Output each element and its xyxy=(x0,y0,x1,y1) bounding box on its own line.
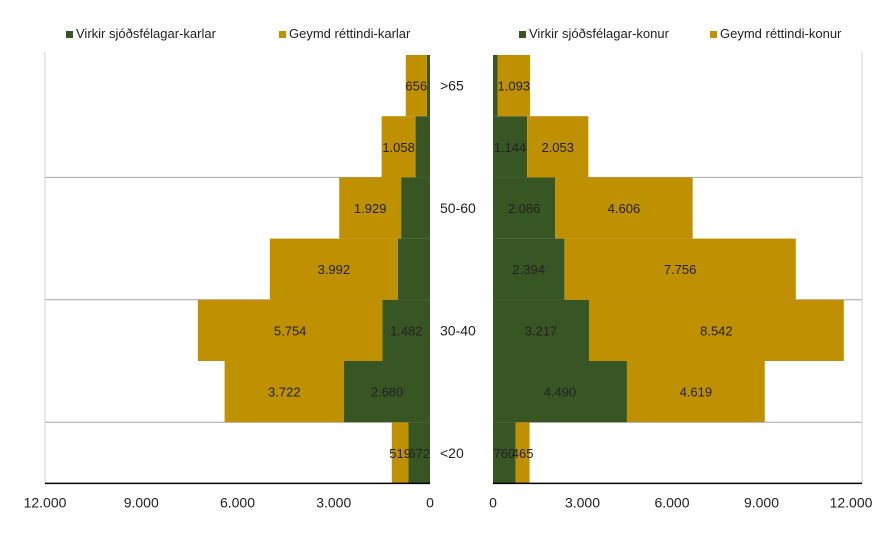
left-bar-deferred-60-65 xyxy=(381,116,416,178)
age-group-label: 50-60 xyxy=(440,200,476,216)
legend-label: Geymd réttindi-konur xyxy=(720,26,842,41)
right-label-deferred-<20: 465 xyxy=(512,446,534,461)
left-bar-active->65 xyxy=(426,55,430,117)
right-x-tick-label: 0 xyxy=(489,494,497,510)
legend-swatch xyxy=(519,31,526,38)
right-label-deferred-20-30: 4.619 xyxy=(680,385,713,400)
left-label-deferred-40-50: 3.992 xyxy=(318,262,351,277)
right-bar-deferred->65 xyxy=(497,55,531,117)
age-group-label: <20 xyxy=(440,445,464,461)
right-bar-active-30-40 xyxy=(493,299,589,361)
right-label-deferred->65: 1.093 xyxy=(498,79,531,94)
right-label-active-30-40: 3.217 xyxy=(525,323,558,338)
legend-label: Geymd réttindi-karlar xyxy=(289,26,411,41)
right-bar-deferred-50-60 xyxy=(555,177,693,239)
legend: Virkir sjóðsfélagar-karlar Geymd réttindi… xyxy=(66,26,842,41)
right-label-active-<20: 760 xyxy=(493,446,515,461)
right-bar-active-50-60 xyxy=(493,177,556,239)
left-label-active-30-40: 1.482 xyxy=(390,323,423,338)
right-bar-deferred-30-40 xyxy=(588,299,844,361)
right-bar-deferred-<20 xyxy=(515,422,530,484)
right-x-tick-label: 12.000 xyxy=(830,494,873,510)
right-x-tick-label: 6.000 xyxy=(654,494,689,510)
left-x-tick-label: 9.000 xyxy=(124,494,159,510)
left-label-deferred-30-40: 5.754 xyxy=(274,323,307,338)
age-group-label: >65 xyxy=(440,78,464,94)
right-x-tick-label: 9.000 xyxy=(744,494,779,510)
right-label-active-50-60: 2.086 xyxy=(508,201,541,216)
right-label-deferred-50-60: 4.606 xyxy=(608,201,641,216)
age-group-label: 30-40 xyxy=(440,322,476,338)
right-bar-deferred-20-30 xyxy=(626,361,765,423)
left-label-active-<20: 672 xyxy=(408,446,430,461)
left-x-tick-label: 0 xyxy=(426,494,434,510)
left-x-tick-label: 3.000 xyxy=(316,494,351,510)
left-bar-active-60-65 xyxy=(415,116,430,178)
left-bar-deferred-50-60 xyxy=(339,177,402,239)
left-bar-active-30-40 xyxy=(382,299,430,361)
legend-swatch xyxy=(710,31,717,38)
legend-swatch xyxy=(279,31,286,38)
left-bar-deferred->65 xyxy=(405,55,427,117)
left-label-deferred-50-60: 1.929 xyxy=(354,201,387,216)
left-bar-active-20-30 xyxy=(344,361,430,423)
left-bar-active-<20 xyxy=(408,422,430,484)
left-bar-deferred-20-30 xyxy=(224,361,345,423)
right-bar-active-40-50 xyxy=(493,238,565,300)
left-label-deferred-60-65: 1.058 xyxy=(382,140,415,155)
left-label-deferred-<20: 519 xyxy=(389,446,411,461)
left-bar-deferred-<20 xyxy=(391,422,409,484)
left-label-deferred->65: 656 xyxy=(405,79,427,94)
right-label-active-20-30: 4.490 xyxy=(544,385,577,400)
left-bar-active-40-50 xyxy=(397,238,430,300)
right-bar-active-<20 xyxy=(493,422,516,484)
right-bar-active-20-30 xyxy=(493,361,627,423)
axes: 12.000 9.000 6.000 3.000 0 0 3.000 6.000 9.000 12… xyxy=(24,78,873,511)
left-label-deferred-20-30: 3.722 xyxy=(268,385,301,400)
left-bar-active-50-60 xyxy=(401,177,430,239)
right-label-deferred-60-65: 2.053 xyxy=(541,140,574,155)
left-label-active-20-30: 2.680 xyxy=(371,385,404,400)
right-bar-deferred-60-65 xyxy=(527,116,589,178)
right-label-deferred-40-50: 7.756 xyxy=(664,262,697,277)
legend-label: Virkir sjóðsfélagar-konur xyxy=(529,26,670,41)
left-x-tick-label: 12.000 xyxy=(24,494,67,510)
legend-swatch xyxy=(66,31,73,38)
right-label-deferred-30-40: 8.542 xyxy=(700,323,733,338)
left-bar-deferred-30-40 xyxy=(197,299,383,361)
right-label-active-60-65: 1.144 xyxy=(494,140,527,155)
left-bar-deferred-40-50 xyxy=(269,238,398,300)
legend-label: Virkir sjóðsfélagar-karlar xyxy=(76,26,217,41)
right-bar-active-60-65 xyxy=(493,116,528,178)
right-bar-active->65 xyxy=(493,55,498,117)
left-x-tick-label: 6.000 xyxy=(220,494,255,510)
right-label-active-40-50: 2.394 xyxy=(512,262,545,277)
right-x-tick-label: 3.000 xyxy=(565,494,600,510)
right-bar-deferred-40-50 xyxy=(564,238,796,300)
